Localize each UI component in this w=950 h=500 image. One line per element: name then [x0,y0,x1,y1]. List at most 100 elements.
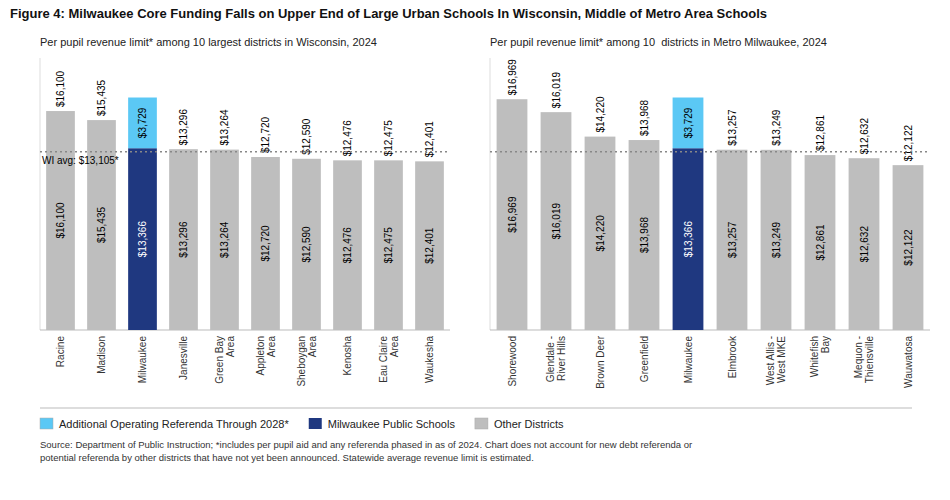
x-tick-label: Shorewood [507,336,518,387]
x-tick-line: Greenfield [639,336,650,382]
data-labels: $16,100$16,100$15,435$15,435$13,366$3,72… [55,70,435,263]
top-label: $12,632 [859,118,870,155]
x-tick-line: Milwaukee [137,336,148,384]
x-tick-label: Janesville [178,336,189,380]
top-label: $13,296 [178,109,189,146]
x-tick-line: Wauwatosa [903,336,914,388]
data-label: $3,729 [137,107,148,138]
data-label: $12,632 [859,226,870,263]
reference-label: WI avg: $13,105* [42,155,119,166]
x-tick-line: Area [266,336,277,358]
x-tick-label: Greenfield [639,336,650,382]
bar [585,137,616,330]
panel: Per pupil revenue limit* among 10 distri… [490,36,930,389]
data-label: $12,861 [815,224,826,261]
bar [333,160,362,330]
x-tick-label: Eau ClaireArea [378,336,400,383]
top-label: $13,257 [727,109,738,146]
source-line: Source: Department of Public Instruction… [40,439,692,450]
top-label: $12,475 [383,120,394,157]
top-label: $15,435 [96,79,107,116]
x-tick-line: Racine [55,336,66,368]
data-labels: $16,969$16,969$16,019$16,019$14,220$14,2… [507,59,914,266]
bar [893,165,924,330]
bar [292,159,321,330]
legend: Additional Operating Referenda Through 2… [40,418,564,430]
x-tick-line: Brown Deer [595,335,606,388]
bar [849,158,880,330]
x-tick-line: Area [225,336,236,358]
bar [374,160,403,330]
x-tick-label: Wauwatosa [903,336,914,388]
top-label: $12,122 [903,125,914,162]
data-label: $16,969 [507,196,518,233]
x-tick-line: Area [307,336,318,358]
source-line: potential referenda by other districts t… [40,452,534,463]
data-label: $3,729 [683,107,694,138]
x-tick-line: West Allis - [765,336,776,385]
x-tick-line: Elmbrook [727,335,738,378]
subtitle: Per pupil revenue limit* among 10 larges… [40,36,377,48]
bars [46,98,444,330]
x-tick-label: Mequon -Thiensville [853,336,875,384]
x-tick-label: SheboyganArea [296,336,318,387]
data-label: $13,296 [178,221,189,258]
data-label: $13,968 [639,217,650,254]
legend-label: Other Districts [494,418,564,430]
top-label: $14,220 [595,96,606,133]
data-label: $13,264 [219,221,230,258]
bar [761,150,792,330]
legend-label: Milwaukee Public Schools [328,418,456,430]
y-axis-line [40,58,41,330]
top-label: $13,264 [219,109,230,146]
x-tick-line: Appleton [255,336,266,375]
x-tick-line: River Hills [556,336,567,381]
x-tick-label: Milwaukee [683,336,694,384]
top-label: $16,019 [551,72,562,109]
x-tick-line: Janesville [178,336,189,380]
x-tick-line: Eau Claire [378,336,389,383]
top-label: $13,249 [771,109,782,146]
bar [169,149,198,330]
x-tick-label: West Allis -West MKE [765,336,787,386]
x-tick-label: Racine [55,336,66,368]
x-tick-line: Green Bay [214,336,225,384]
top-label: $12,590 [301,118,312,155]
data-label: $13,366 [137,221,148,258]
subtitle: Per pupil revenue limit* among 10 distri… [490,36,827,48]
x-tick-line: Area [389,336,400,358]
x-tick-line: West MKE [776,336,787,383]
legend-label: Additional Operating Referenda Through 2… [59,418,289,430]
data-label: $12,720 [260,225,271,262]
x-tick-line: Bay [820,336,831,353]
x-tick-label: Kenosha [342,336,353,376]
top-label: $12,476 [342,120,353,157]
bar [541,112,572,330]
x-tick-label: WhitefishBay [809,336,831,377]
data-label: $13,366 [683,221,694,258]
x-tick-line: Madison [96,336,107,374]
bar [673,148,704,330]
data-label: $16,100 [55,202,66,239]
bar [629,140,660,330]
reference-line [40,151,450,152]
legend-swatch [40,418,53,429]
x-tick-label: Green BayArea [214,336,236,384]
legend-swatch [309,418,322,429]
top-label: $16,969 [507,59,518,96]
data-label: $15,435 [96,207,107,244]
source-note: Source: Department of Public Instruction… [40,439,692,463]
x-tick-label: Brown Deer [595,335,606,388]
x-tick-line: Whitefish [809,336,820,377]
title: Figure 4: Milwaukee Core Funding Falls o… [10,6,767,21]
data-label: $13,257 [727,221,738,258]
bars [497,98,924,330]
x-tick-line: Milwaukee [683,336,694,384]
chart-root: Per pupil revenue limit* among 10 larges… [0,0,950,500]
x-tick-label: Glendale -River Hills [545,336,567,382]
bar [673,98,704,149]
panel: Per pupil revenue limit* among 10 larges… [40,36,450,387]
x-tick-line: Glendale - [545,336,556,382]
x-tick-label: Madison [96,336,107,374]
top-label: $12,720 [260,116,271,153]
